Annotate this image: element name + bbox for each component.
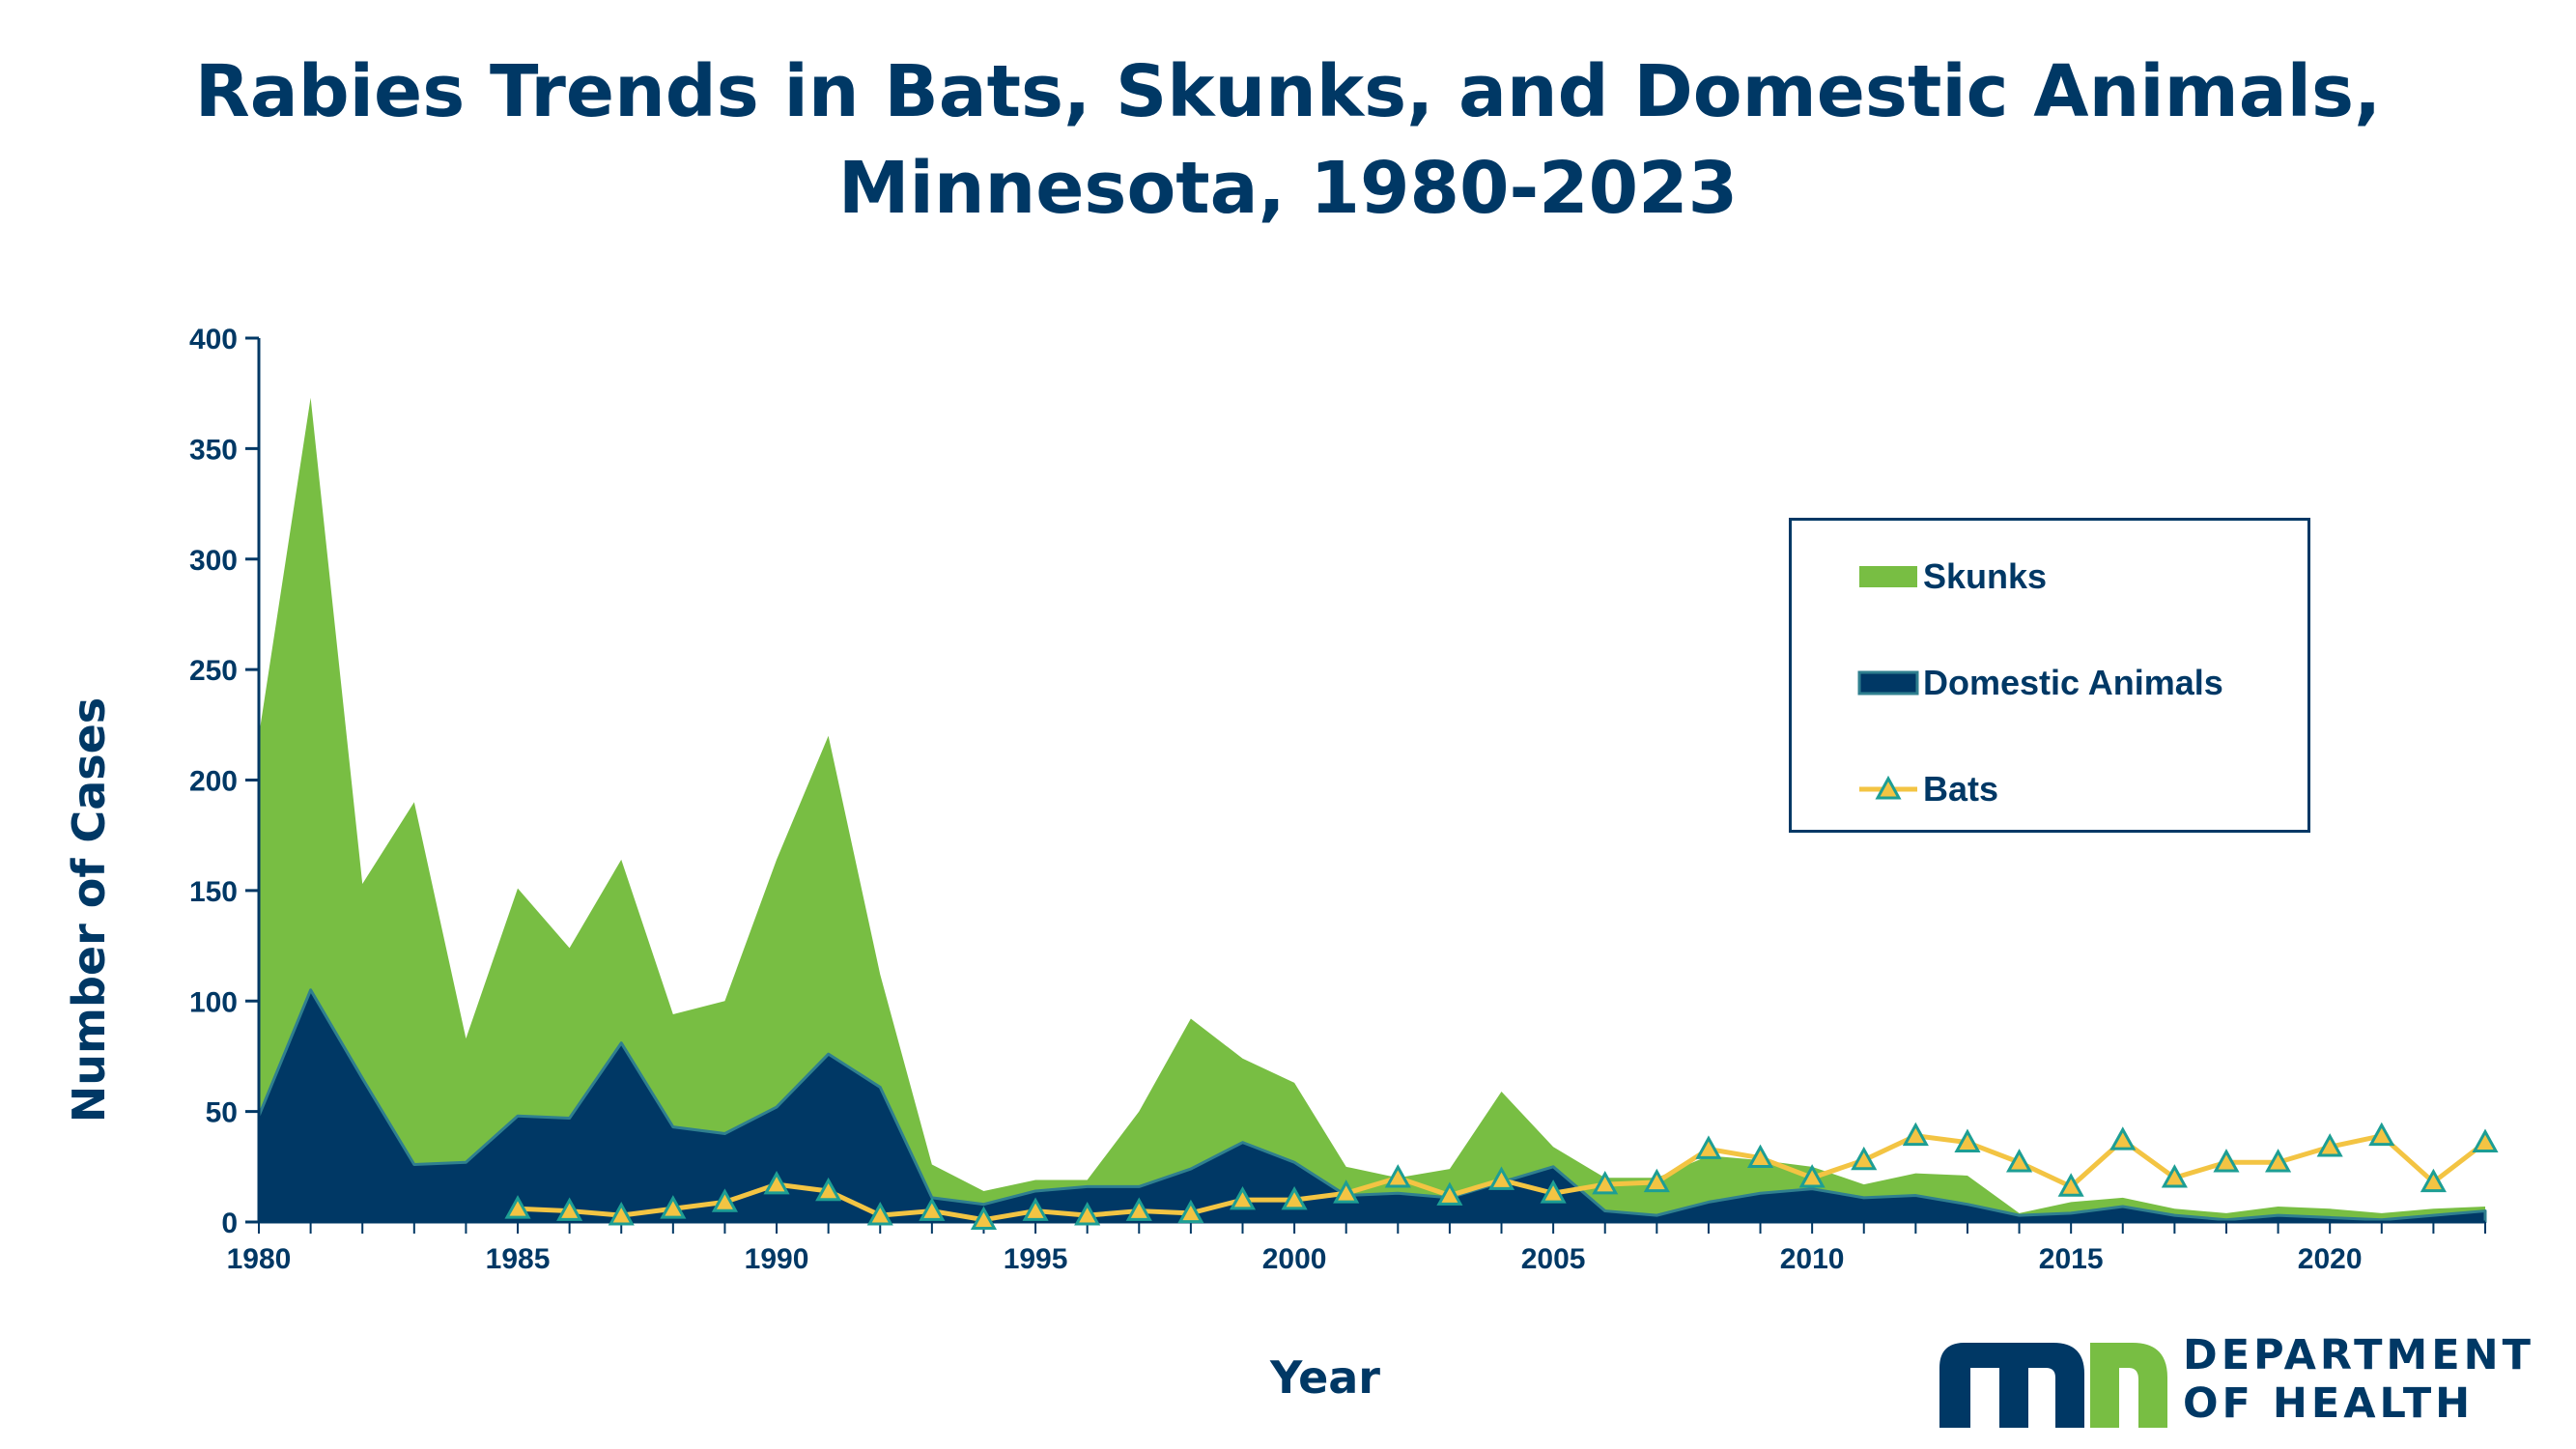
chart-title: Rabies Trends in Bats, Skunks, and Domes… bbox=[0, 43, 2576, 237]
bats-point-marker bbox=[1798, 1164, 1826, 1188]
legend-swatch-skunks bbox=[1859, 566, 1917, 587]
bats-point-marker bbox=[660, 1195, 687, 1219]
logo-n-shape bbox=[2090, 1343, 2167, 1428]
y-tick-label: 0 bbox=[221, 1208, 238, 1239]
y-tick-label: 200 bbox=[189, 766, 238, 798]
bats-point-marker bbox=[608, 1202, 635, 1226]
logo-line1: DEPARTMENT bbox=[2183, 1331, 2534, 1379]
bats-point-marker bbox=[1384, 1164, 1411, 1188]
x-tick-label: 2015 bbox=[2039, 1243, 2104, 1275]
bats-point-marker bbox=[1643, 1168, 1670, 1193]
legend-item-bats: Bats bbox=[1857, 769, 1999, 809]
bats-point-marker bbox=[556, 1197, 583, 1221]
x-tick-label: 1995 bbox=[1004, 1243, 1068, 1275]
legend-item-skunks: Skunks bbox=[1857, 556, 2048, 596]
logo-m-shape bbox=[1939, 1343, 2084, 1428]
legend-swatch-marker bbox=[1875, 775, 1902, 800]
x-tick-label: 1990 bbox=[745, 1243, 809, 1275]
bats-point-marker bbox=[815, 1177, 842, 1202]
bats-point-marker bbox=[2161, 1164, 2188, 1188]
legend-label-domestic-animals: Domestic Animals bbox=[1923, 663, 2223, 702]
mn-logo-mark bbox=[1939, 1343, 2167, 1428]
x-tick-label: 1980 bbox=[227, 1243, 292, 1275]
bats-point-marker bbox=[1125, 1197, 1152, 1221]
x-tick-label: 2020 bbox=[2298, 1243, 2363, 1275]
bats-point-marker bbox=[866, 1202, 893, 1226]
bats-point-marker bbox=[2472, 1128, 2499, 1152]
bats-point-marker bbox=[2213, 1149, 2240, 1173]
bats-point-marker bbox=[970, 1206, 998, 1231]
bats-point-marker bbox=[1954, 1128, 1981, 1152]
y-tick-label: 150 bbox=[189, 876, 238, 908]
bats-series bbox=[504, 1122, 2499, 1231]
y-tick-label: 350 bbox=[189, 434, 238, 466]
legend-item-domestic-animals: Domestic Animals bbox=[1857, 663, 2223, 702]
legend-label-skunks: Skunks bbox=[1923, 556, 2048, 596]
bats-point-marker bbox=[1592, 1171, 1619, 1195]
legend-swatch-rect bbox=[1859, 566, 1917, 587]
bats-point-marker bbox=[2420, 1168, 2447, 1193]
bats-point-marker bbox=[763, 1171, 790, 1195]
legend-label-bats: Bats bbox=[1923, 769, 1999, 809]
bats-point-marker bbox=[2109, 1126, 2137, 1151]
bats-point-marker bbox=[1229, 1186, 1257, 1210]
x-tick-label: 1985 bbox=[486, 1243, 551, 1275]
mdh-logo: DEPARTMENT OF HEALTH bbox=[1939, 1329, 2558, 1435]
x-tick-label: 2010 bbox=[1780, 1243, 1845, 1275]
legend-swatch-rect bbox=[1857, 670, 1919, 696]
bats-point-marker bbox=[2057, 1173, 2084, 1197]
bats-point-marker bbox=[1540, 1179, 1567, 1204]
y-axis-title: Number of Cases bbox=[63, 697, 115, 1122]
y-tick-label: 400 bbox=[189, 324, 238, 355]
legend-swatch-bats bbox=[1859, 775, 1917, 800]
bats-point-marker bbox=[919, 1197, 946, 1221]
bats-point-marker bbox=[1851, 1146, 1878, 1171]
bats-point-marker bbox=[2265, 1149, 2292, 1173]
bats-point-marker bbox=[1281, 1186, 1308, 1210]
legend-swatch-domestic-animals bbox=[1857, 670, 1919, 696]
y-tick-label: 50 bbox=[206, 1097, 238, 1129]
area-layers bbox=[257, 397, 2487, 1224]
series-area-domestic-animals bbox=[257, 988, 2487, 1224]
bats-point-marker bbox=[2368, 1122, 2395, 1147]
bats-point-marker bbox=[1436, 1181, 1463, 1206]
bats-point-marker bbox=[1074, 1202, 1101, 1226]
chart-title-line2: Minnesota, 1980-2023 bbox=[837, 147, 1739, 230]
bats-point-marker bbox=[1177, 1199, 1204, 1224]
logo-line2: OF HEALTH bbox=[2183, 1379, 2475, 1428]
bats-point-marker bbox=[1746, 1144, 1774, 1168]
y-tick-label: 100 bbox=[189, 986, 238, 1018]
bats-point-marker bbox=[2006, 1149, 2033, 1173]
y-tick-label: 300 bbox=[189, 545, 238, 577]
series-area-skunks bbox=[259, 397, 2485, 1222]
bats-point-marker bbox=[1022, 1197, 1049, 1221]
chart-title-line1: Rabies Trends in Bats, Skunks, and Domes… bbox=[194, 50, 2382, 133]
x-tick-label: 2005 bbox=[1521, 1243, 1586, 1275]
bats-point-marker bbox=[1333, 1179, 1360, 1204]
bats-point-marker bbox=[1902, 1122, 1929, 1147]
bats-point-marker bbox=[504, 1195, 531, 1219]
bats-point-marker bbox=[1695, 1135, 1722, 1159]
y-tick-label: 250 bbox=[189, 655, 238, 687]
chart-legend: Skunks Domestic Animals Bats bbox=[1789, 518, 2310, 833]
bats-point-marker bbox=[1487, 1166, 1515, 1190]
x-axis-title: Year bbox=[1269, 1351, 1380, 1404]
bats-point-marker bbox=[711, 1188, 738, 1212]
x-tick-label: 2000 bbox=[1262, 1243, 1327, 1275]
bats-point-marker bbox=[2316, 1133, 2343, 1157]
